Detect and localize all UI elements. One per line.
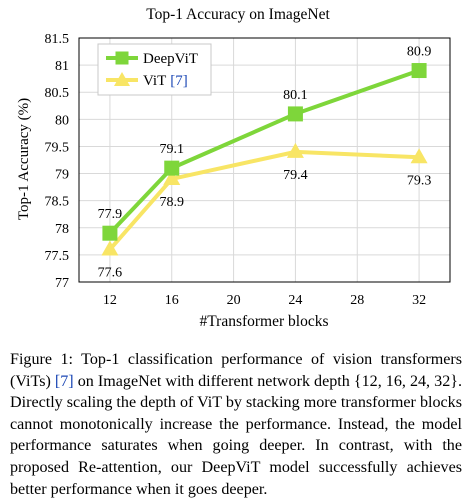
series-layer: 77.6 78.9 79.4 79.3 77.9 79.1 80.1 80.9 xyxy=(98,45,432,281)
x-tick-label: 28 xyxy=(350,293,364,308)
legend-label-vit: ViT [7] xyxy=(143,73,188,89)
legend-label-vit-name: ViT xyxy=(143,73,166,89)
data-point-deepvit xyxy=(102,225,118,241)
y-tick-label: 78.5 xyxy=(45,195,70,210)
data-label-vit: 77.6 xyxy=(98,265,123,280)
plot-frame xyxy=(78,37,451,283)
series-line-deepvit xyxy=(108,68,420,235)
data-label-deepvit: 77.9 xyxy=(98,207,123,222)
legend: DeepViT ViT [7] xyxy=(97,43,212,96)
y-axis-label: Top-1 Accuracy (%) xyxy=(16,98,32,220)
caption-text-2: on ImageNet with different network depth… xyxy=(10,372,462,498)
caption-text-1: Top-1 classification performance of visi… xyxy=(10,351,462,390)
x-tick-label: 20 xyxy=(227,293,241,308)
legend-label-vit-cite: [7] xyxy=(170,73,188,89)
y-tick-label: 80.5 xyxy=(45,86,70,101)
x-tick-label: 16 xyxy=(165,293,179,308)
data-point-vit xyxy=(410,148,428,164)
data-label-deepvit: 79.1 xyxy=(160,142,185,157)
data-point-deepvit xyxy=(287,106,303,122)
legend-label-deepvit: DeepViT xyxy=(143,51,198,67)
x-axis-label: #Transformer blocks xyxy=(199,313,328,330)
chart-title: Top-1 Accuracy on ImageNet xyxy=(146,6,330,23)
y-tick-label: 80 xyxy=(55,113,69,128)
data-label-deepvit: 80.1 xyxy=(283,88,308,103)
data-point-vit xyxy=(286,142,304,158)
y-axis-ticks: 77 77.5 78 78.5 79 79.5 80 80.5 81 81.5 xyxy=(45,32,70,291)
y-tick-label: 79.5 xyxy=(45,140,70,155)
y-tick-label: 81.5 xyxy=(45,32,70,47)
caption-citation: [7] xyxy=(54,372,74,390)
x-tick-label: 24 xyxy=(288,293,302,308)
data-point-deepvit xyxy=(411,63,427,79)
y-tick-label: 81 xyxy=(55,59,69,74)
series-line-vit xyxy=(108,149,420,251)
y-tick-label: 78 xyxy=(55,222,69,237)
data-label-vit: 78.9 xyxy=(160,195,185,210)
data-point-vit xyxy=(101,240,119,256)
x-axis-ticks: 12 16 20 24 28 32 xyxy=(103,293,426,308)
legend-marker-vit xyxy=(114,72,130,86)
data-label-vit: 79.3 xyxy=(407,173,432,188)
y-tick-label: 79 xyxy=(55,168,69,183)
figure-caption: Figure 1: Top-1 classification performan… xyxy=(10,349,462,500)
y-tick-label: 77 xyxy=(55,276,69,291)
data-point-deepvit xyxy=(164,160,180,176)
data-point-vit xyxy=(163,169,181,185)
caption-label: Figure 1: xyxy=(10,351,73,368)
y-tick-label: 77.5 xyxy=(45,249,70,264)
data-label-vit: 79.4 xyxy=(283,168,308,183)
legend-marker-deepvit xyxy=(115,51,129,65)
data-label-deepvit: 80.9 xyxy=(407,45,432,60)
accuracy-chart: Top-1 Accuracy on ImageNet 7777.57878.57… xyxy=(16,6,451,330)
x-tick-label: 32 xyxy=(412,293,426,308)
x-tick-label: 12 xyxy=(103,293,117,308)
